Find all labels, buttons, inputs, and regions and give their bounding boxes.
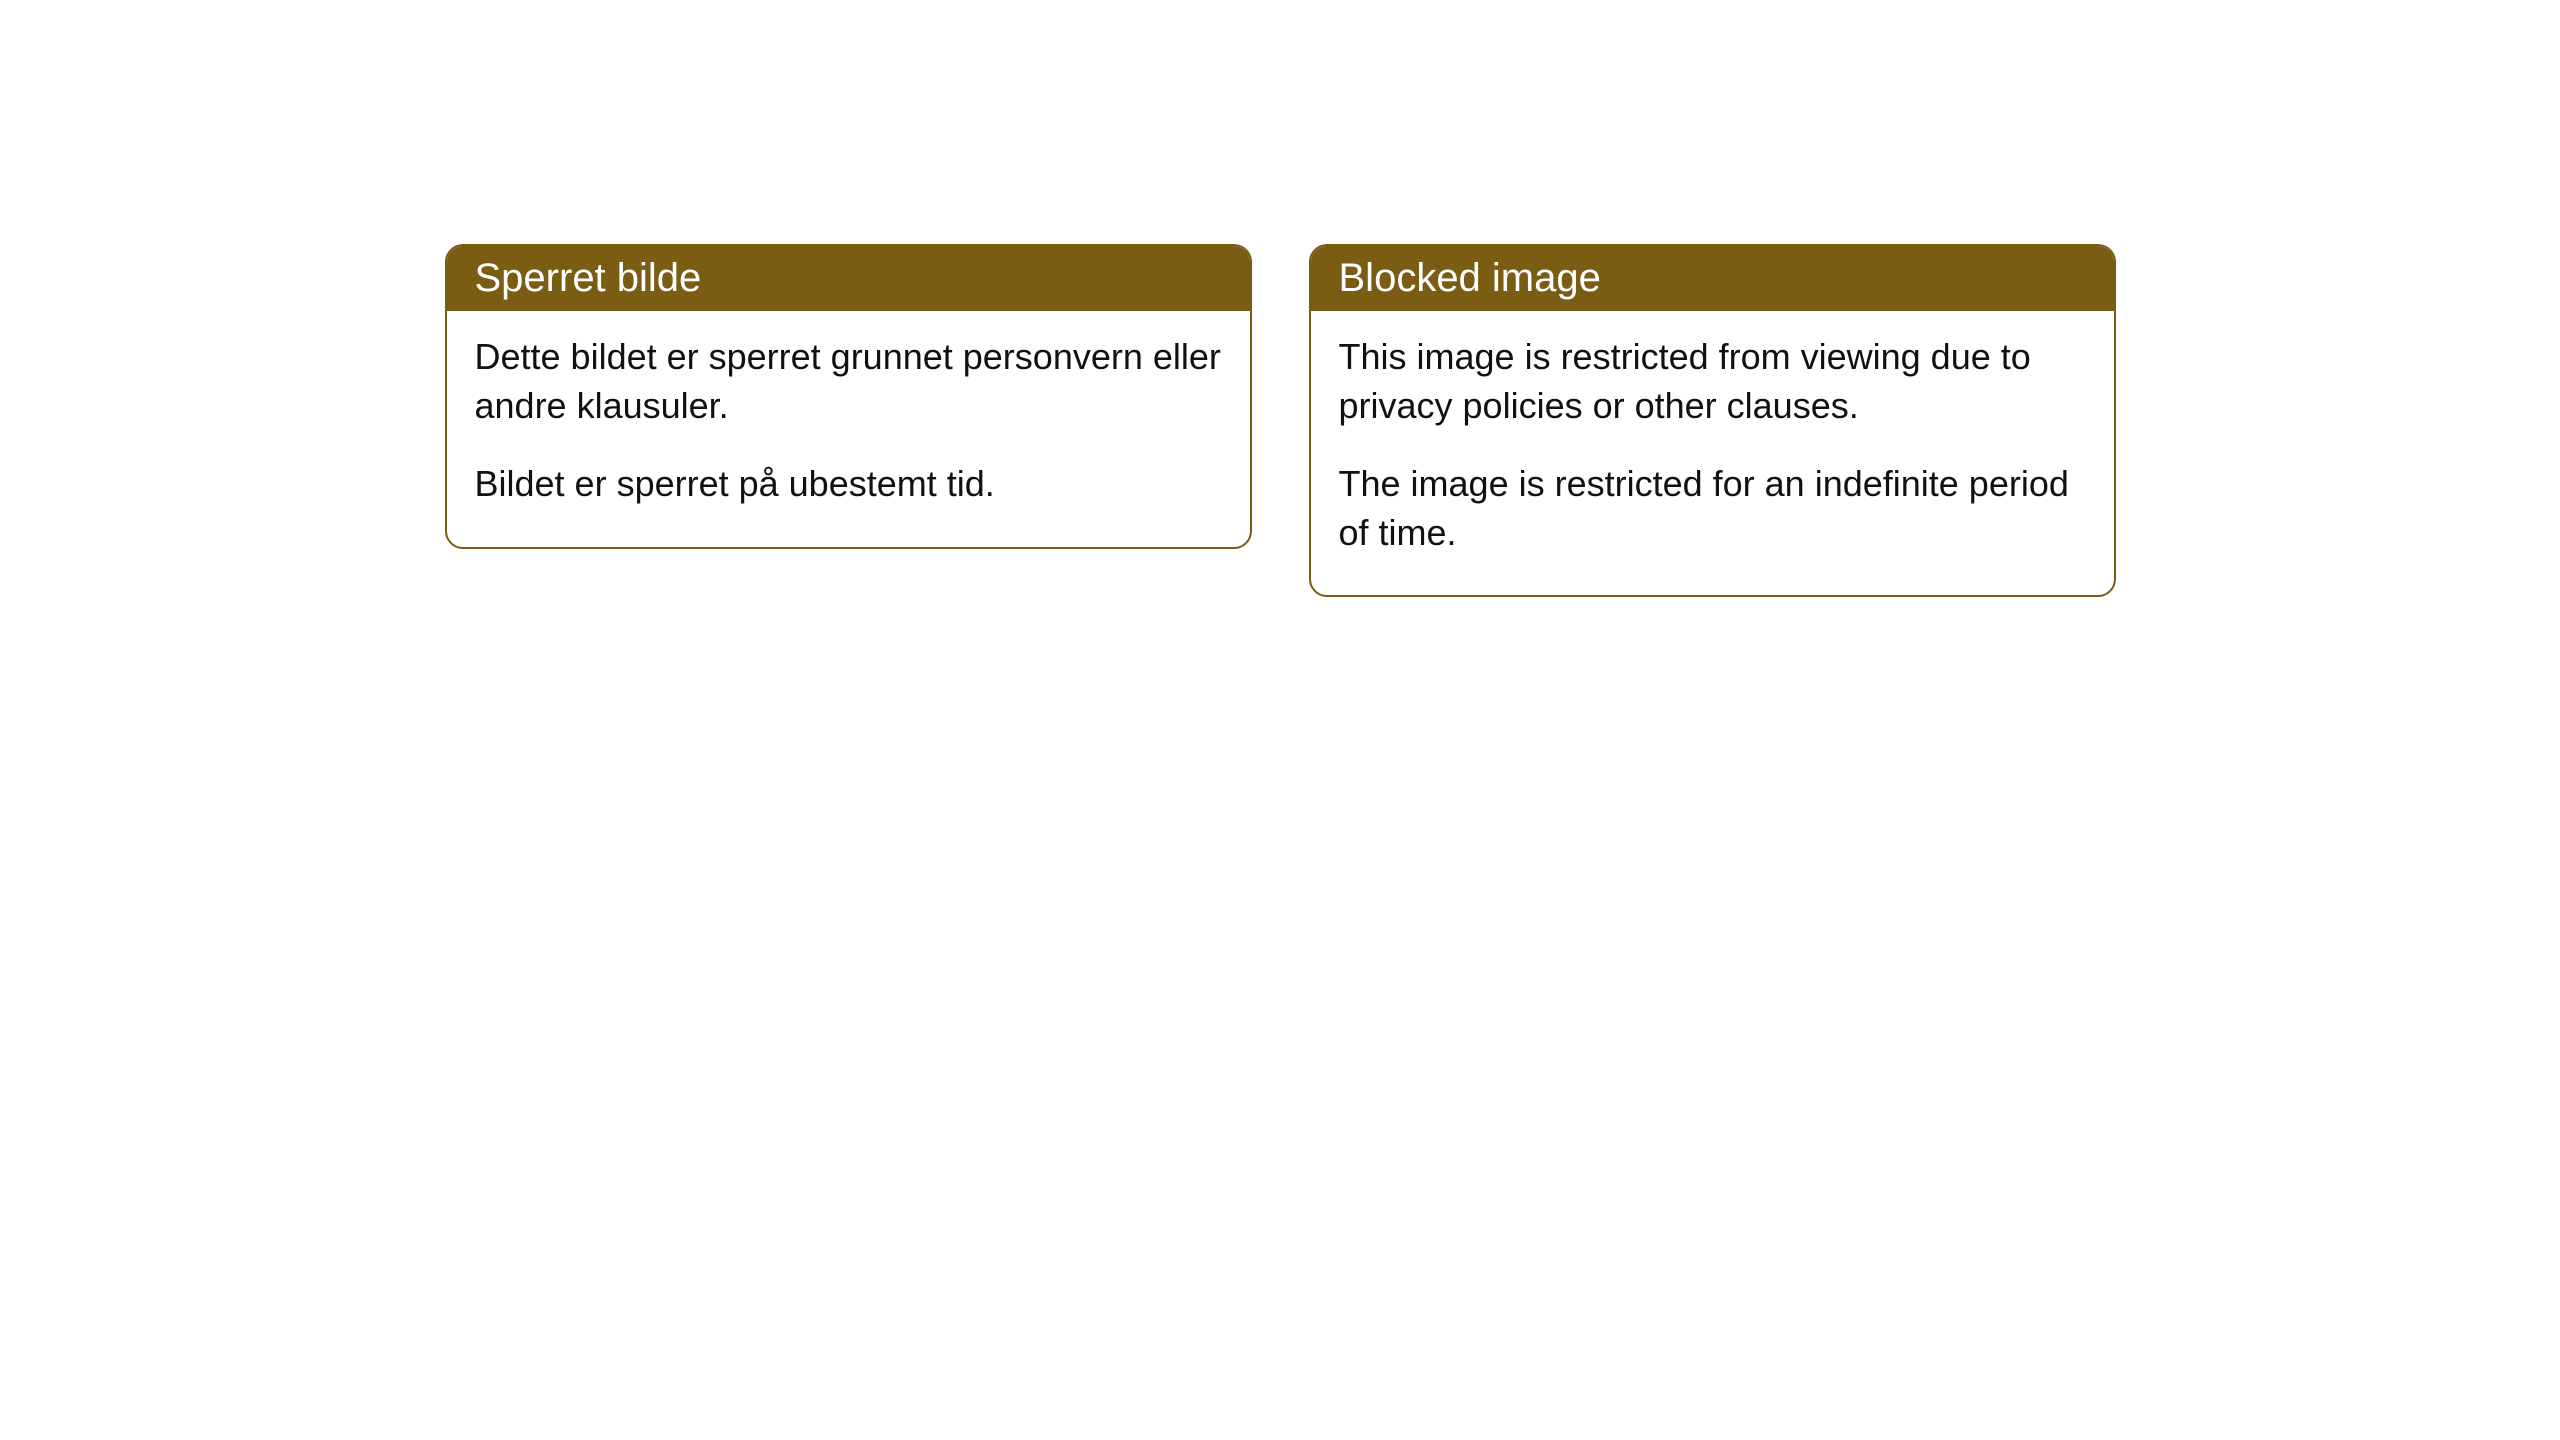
card-paragraph-2-en: The image is restricted for an indefinit… [1339, 460, 2086, 557]
card-title-no: Sperret bilde [475, 256, 702, 300]
card-header-no: Sperret bilde [447, 246, 1250, 311]
blocked-image-card-no: Sperret bilde Dette bildet er sperret gr… [445, 244, 1252, 549]
blocked-image-card-en: Blocked image This image is restricted f… [1309, 244, 2116, 597]
card-body-no: Dette bildet er sperret grunnet personve… [447, 311, 1250, 547]
card-paragraph-2-no: Bildet er sperret på ubestemt tid. [475, 460, 1222, 509]
card-paragraph-1-en: This image is restricted from viewing du… [1339, 333, 2086, 430]
card-title-en: Blocked image [1339, 256, 1601, 300]
card-body-en: This image is restricted from viewing du… [1311, 311, 2114, 595]
card-paragraph-1-no: Dette bildet er sperret grunnet personve… [475, 333, 1222, 430]
card-header-en: Blocked image [1311, 246, 2114, 311]
